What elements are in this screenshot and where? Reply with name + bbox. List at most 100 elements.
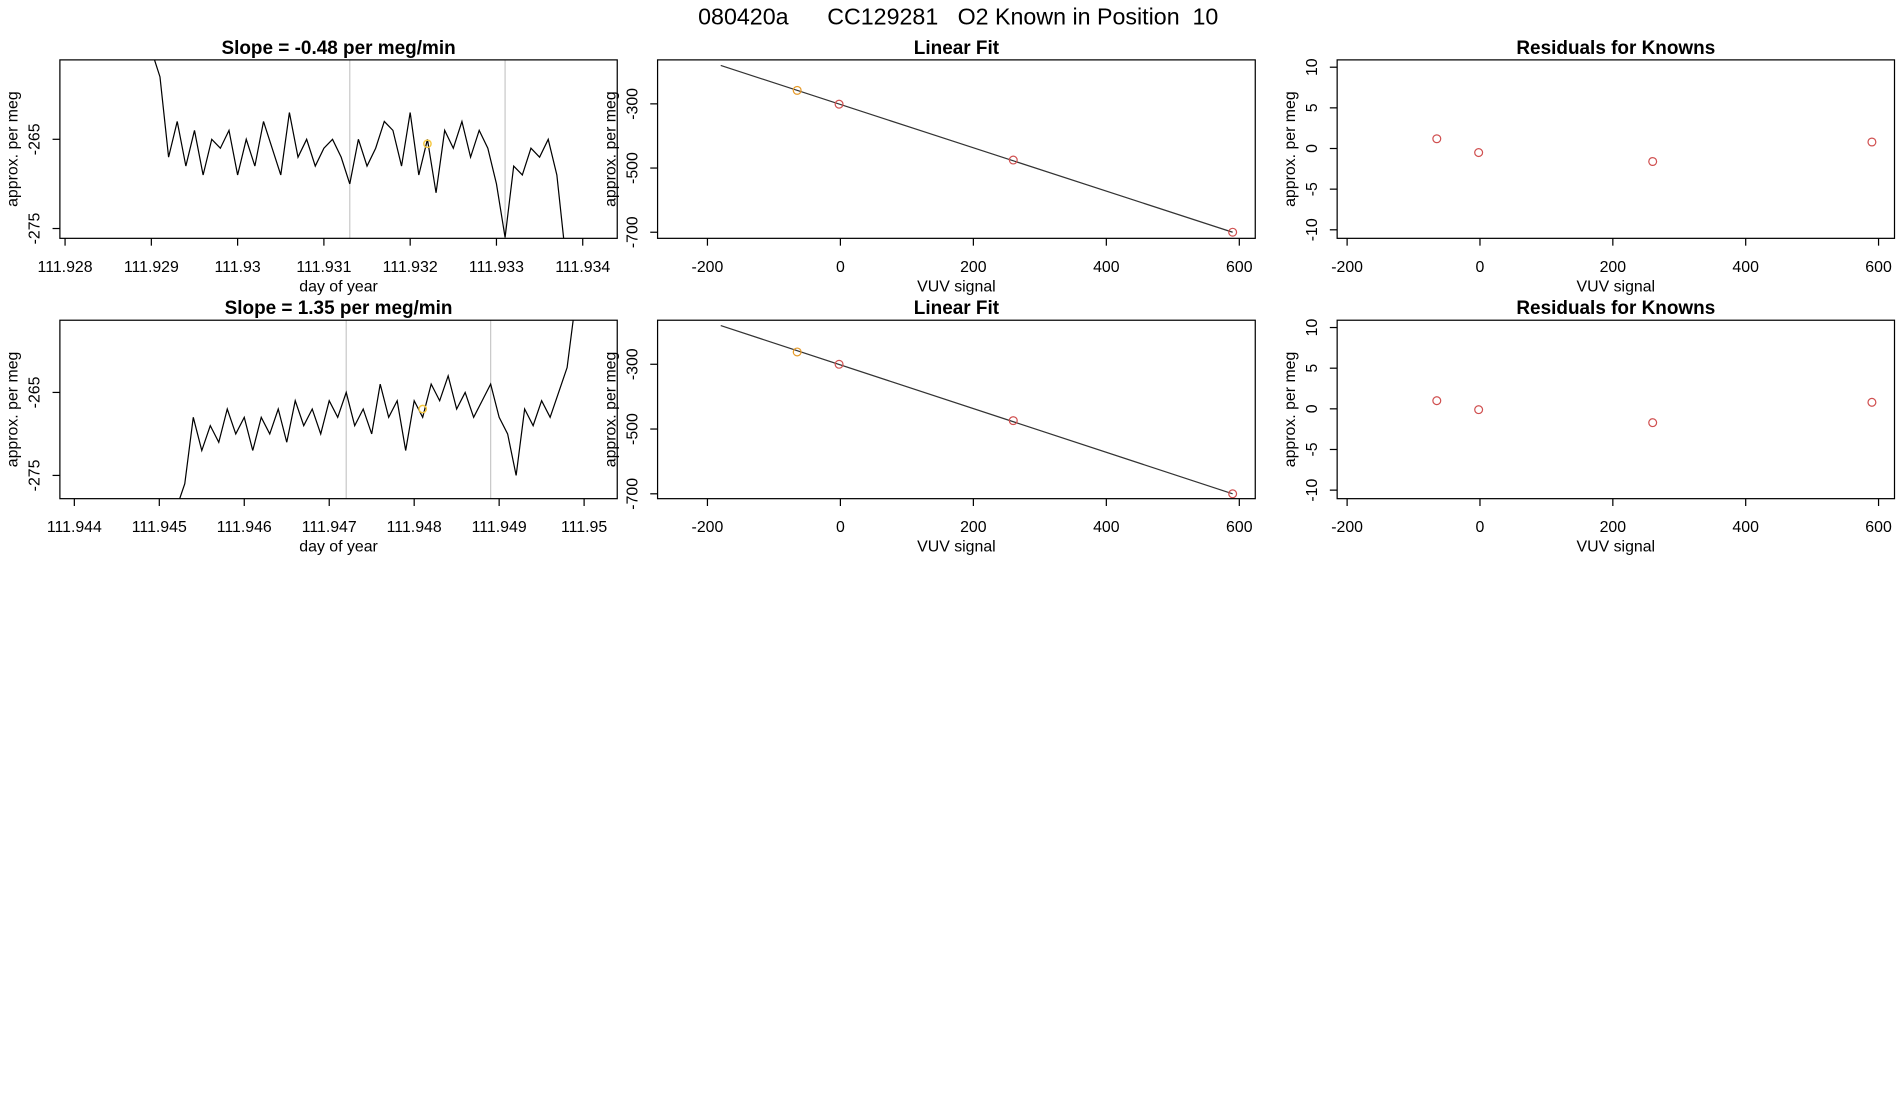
y-tick-label: -275 bbox=[27, 212, 44, 244]
chart-title: Linear Fit bbox=[914, 38, 1000, 59]
data-point bbox=[792, 85, 802, 95]
x-tick-label: -200 bbox=[1331, 519, 1363, 536]
y-axis-label: approx. per meg bbox=[602, 352, 619, 468]
y-tick-label: 10 bbox=[1304, 58, 1321, 76]
x-tick-label: 111.944 bbox=[47, 519, 102, 536]
x-tick-label: 111.934 bbox=[555, 259, 610, 276]
plot-frame bbox=[656, 59, 1256, 239]
data-point bbox=[1008, 155, 1018, 165]
fit-line bbox=[720, 324, 1233, 495]
x-axis-label: day of year bbox=[299, 278, 378, 295]
x-tick-label: 111.946 bbox=[217, 519, 272, 536]
x-tick-label: 111.933 bbox=[469, 259, 524, 276]
x-tick-label: -200 bbox=[1331, 259, 1363, 276]
x-tick-label: 200 bbox=[960, 519, 987, 536]
x-axis-label: day of year bbox=[299, 539, 378, 556]
y-axis-label: approx. per meg bbox=[5, 352, 22, 468]
data-line bbox=[179, 320, 574, 499]
y-tick-label: 5 bbox=[1304, 364, 1321, 373]
y-axis-label: approx. per meg bbox=[5, 91, 22, 207]
y-tick-label: -275 bbox=[27, 459, 44, 491]
x-axis-label: VUV signal bbox=[917, 539, 996, 556]
y-tick-label: -5 bbox=[1304, 182, 1321, 196]
y-tick-label: -700 bbox=[624, 216, 641, 248]
data-point bbox=[1474, 148, 1484, 158]
data-point bbox=[834, 359, 844, 369]
x-tick-label: 200 bbox=[960, 259, 987, 276]
x-tick-label: 200 bbox=[1600, 519, 1627, 536]
data-point bbox=[834, 99, 844, 109]
highlight-point bbox=[423, 139, 432, 149]
plot-frame bbox=[656, 319, 1256, 500]
x-tick-label: 111.949 bbox=[472, 519, 527, 536]
y-tick-label: -500 bbox=[624, 413, 641, 445]
y-tick-label: -10 bbox=[1304, 218, 1321, 241]
y-tick-label: -300 bbox=[624, 348, 641, 380]
plot-area bbox=[153, 59, 565, 239]
plot-area bbox=[1432, 134, 1877, 167]
data-point bbox=[1648, 156, 1658, 167]
x-tick-label: 111.947 bbox=[302, 519, 357, 536]
plot-frame bbox=[1336, 59, 1896, 239]
x-tick-label: 600 bbox=[1226, 519, 1253, 536]
y-tick-label: -5 bbox=[1304, 442, 1321, 456]
x-tick-label: 0 bbox=[836, 259, 845, 276]
chart-title: Slope = 1.35 per meg/min bbox=[225, 298, 453, 319]
y-tick-label: -265 bbox=[27, 376, 44, 408]
x-tick-label: 111.929 bbox=[124, 259, 179, 276]
x-tick-label: 111.932 bbox=[383, 259, 438, 276]
chart-title: Residuals for Knowns bbox=[1516, 38, 1715, 59]
y-axis-label: approx. per meg bbox=[1282, 352, 1299, 468]
x-tick-label: 200 bbox=[1600, 259, 1627, 276]
y-tick-label: -300 bbox=[624, 88, 641, 120]
x-tick-label: 111.928 bbox=[38, 259, 93, 276]
x-tick-label: 0 bbox=[1476, 519, 1485, 536]
x-axis-label: VUV signal bbox=[1577, 539, 1656, 556]
plot-frame bbox=[1336, 319, 1896, 500]
y-tick-label: -500 bbox=[624, 152, 641, 184]
x-tick-label: 0 bbox=[836, 519, 845, 536]
x-tick-label: 600 bbox=[1865, 519, 1892, 536]
data-point bbox=[1432, 134, 1442, 144]
x-tick-label: 0 bbox=[1476, 259, 1485, 276]
chart-title: Residuals for Knowns bbox=[1516, 298, 1715, 319]
y-tick-label: 10 bbox=[1304, 319, 1321, 337]
y-tick-label: -700 bbox=[624, 478, 641, 510]
x-tick-label: 400 bbox=[1093, 259, 1120, 276]
x-tick-label: 111.931 bbox=[296, 259, 351, 276]
x-axis-label: VUV signal bbox=[917, 278, 996, 295]
data-point bbox=[792, 347, 802, 357]
x-tick-label: 111.95 bbox=[561, 519, 607, 536]
data-point bbox=[1228, 227, 1238, 237]
x-tick-label: 400 bbox=[1732, 519, 1759, 536]
chart-title: Slope = -0.48 per meg/min bbox=[221, 38, 455, 59]
x-tick-label: -200 bbox=[692, 519, 724, 536]
y-tick-label: 0 bbox=[1304, 144, 1321, 153]
plot-frame bbox=[59, 319, 618, 500]
y-tick-label: 0 bbox=[1304, 404, 1321, 413]
x-tick-label: 111.93 bbox=[215, 259, 261, 276]
x-tick-label: 600 bbox=[1865, 259, 1892, 276]
chart-title: Linear Fit bbox=[914, 298, 1000, 319]
x-tick-label: 400 bbox=[1093, 519, 1120, 536]
y-tick-label: -10 bbox=[1304, 478, 1321, 501]
x-axis-label: VUV signal bbox=[1577, 278, 1656, 295]
fit-line bbox=[720, 64, 1233, 233]
plot-area bbox=[1432, 396, 1877, 428]
y-tick-label: -265 bbox=[27, 123, 44, 155]
data-point bbox=[1228, 489, 1238, 499]
x-tick-label: 400 bbox=[1732, 259, 1759, 276]
y-axis-label: approx. per meg bbox=[602, 91, 619, 207]
y-tick-label: 5 bbox=[1304, 103, 1321, 112]
data-point bbox=[1867, 397, 1877, 407]
data-line bbox=[153, 59, 565, 239]
x-tick-label: -200 bbox=[692, 259, 724, 276]
data-point bbox=[1474, 405, 1484, 415]
x-tick-label: 111.945 bbox=[132, 519, 187, 536]
plot-area bbox=[720, 324, 1238, 499]
plot-frame bbox=[59, 59, 618, 239]
data-point bbox=[1432, 396, 1442, 406]
y-axis-label: approx. per meg bbox=[1282, 91, 1299, 207]
